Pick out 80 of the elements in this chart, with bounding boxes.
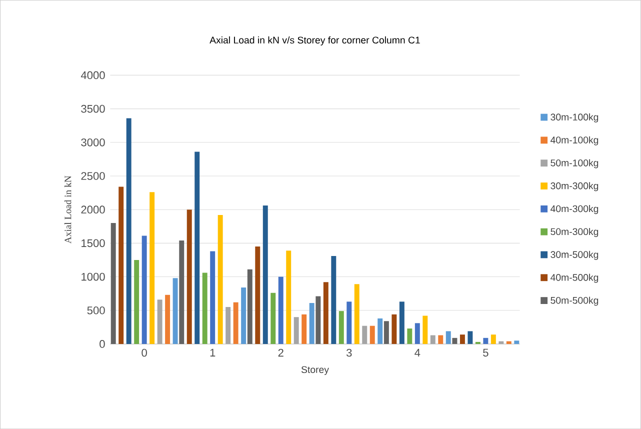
bar (278, 276, 284, 344)
bar (150, 192, 155, 344)
bar (490, 334, 496, 344)
x-tick-label: 4 (414, 348, 420, 356)
legend-label: 40m-500kg (550, 274, 598, 283)
bar (414, 323, 420, 344)
bar (172, 278, 178, 344)
bar (316, 296, 321, 344)
bar (460, 334, 465, 344)
x-tick-label: 0 (142, 348, 147, 357)
bar (241, 287, 246, 344)
legend-label: 30m-100kg (550, 113, 598, 122)
bar (302, 314, 307, 344)
bar (270, 292, 276, 344)
bar (370, 326, 375, 344)
bar (157, 300, 162, 344)
bar (226, 306, 231, 344)
bar (346, 302, 352, 344)
y-tick-label: 500 (87, 306, 105, 314)
bar (309, 302, 314, 344)
bar (186, 210, 192, 344)
bar (498, 341, 504, 344)
bar (118, 186, 124, 344)
bar (483, 338, 488, 344)
bar (142, 236, 147, 344)
bar (362, 326, 368, 344)
bar (165, 294, 170, 344)
y-tick-label: 1000 (82, 272, 105, 281)
legend-label: 30m-300kg (550, 182, 598, 192)
legend-label: 30m-500kg (550, 250, 598, 260)
bar (392, 314, 397, 344)
bar (446, 331, 451, 344)
legend-label: 50m-500kg (550, 296, 598, 306)
x-tick-label: 5 (483, 348, 488, 356)
bar (194, 152, 200, 344)
y-tick-label: 3500 (81, 104, 105, 113)
bar (399, 302, 404, 344)
bar (438, 335, 444, 344)
bar (210, 251, 216, 344)
x-tick-label: 3 (346, 348, 352, 357)
bar (384, 321, 389, 344)
y-tick-label: 0 (100, 340, 105, 348)
bar (422, 316, 428, 344)
legend-label: 50m-300kg (550, 228, 598, 237)
chart-title: Axial Load in kN v/s Storey for corner Column C1 (210, 36, 420, 46)
y-axis-title: Axial Load in kN (64, 176, 72, 244)
bar (134, 260, 140, 344)
bar (468, 331, 473, 344)
bar (514, 340, 520, 344)
y-tick-label: 1500 (82, 239, 105, 248)
bar (506, 341, 512, 344)
bar (247, 269, 252, 344)
bar (331, 256, 336, 344)
bar (179, 240, 184, 344)
bar (452, 338, 458, 344)
bar (407, 328, 412, 344)
bar (262, 205, 268, 344)
bar (218, 214, 223, 344)
bar (202, 272, 208, 344)
legend-label: 50m-100kg (550, 159, 598, 168)
bar (286, 250, 292, 344)
x-tick-label: 2 (278, 348, 284, 356)
y-tick-label: 2000 (81, 206, 105, 214)
y-tick-label: 3000 (81, 138, 105, 146)
bar (126, 118, 132, 344)
bar (294, 317, 299, 344)
bar (323, 282, 328, 344)
bar (255, 246, 260, 344)
legend-label: 40m-100kg (550, 136, 598, 146)
bar (338, 310, 344, 344)
bar (378, 318, 383, 344)
legend-label: 40m-300kg (550, 204, 598, 214)
y-tick-label: 2500 (81, 172, 105, 180)
bar (233, 302, 238, 344)
bar (430, 335, 436, 344)
bar (110, 222, 116, 344)
bar (354, 284, 360, 344)
x-axis-title: Storey (301, 366, 329, 375)
y-tick-label: 4000 (80, 71, 105, 80)
x-tick-label: 1 (210, 348, 216, 356)
